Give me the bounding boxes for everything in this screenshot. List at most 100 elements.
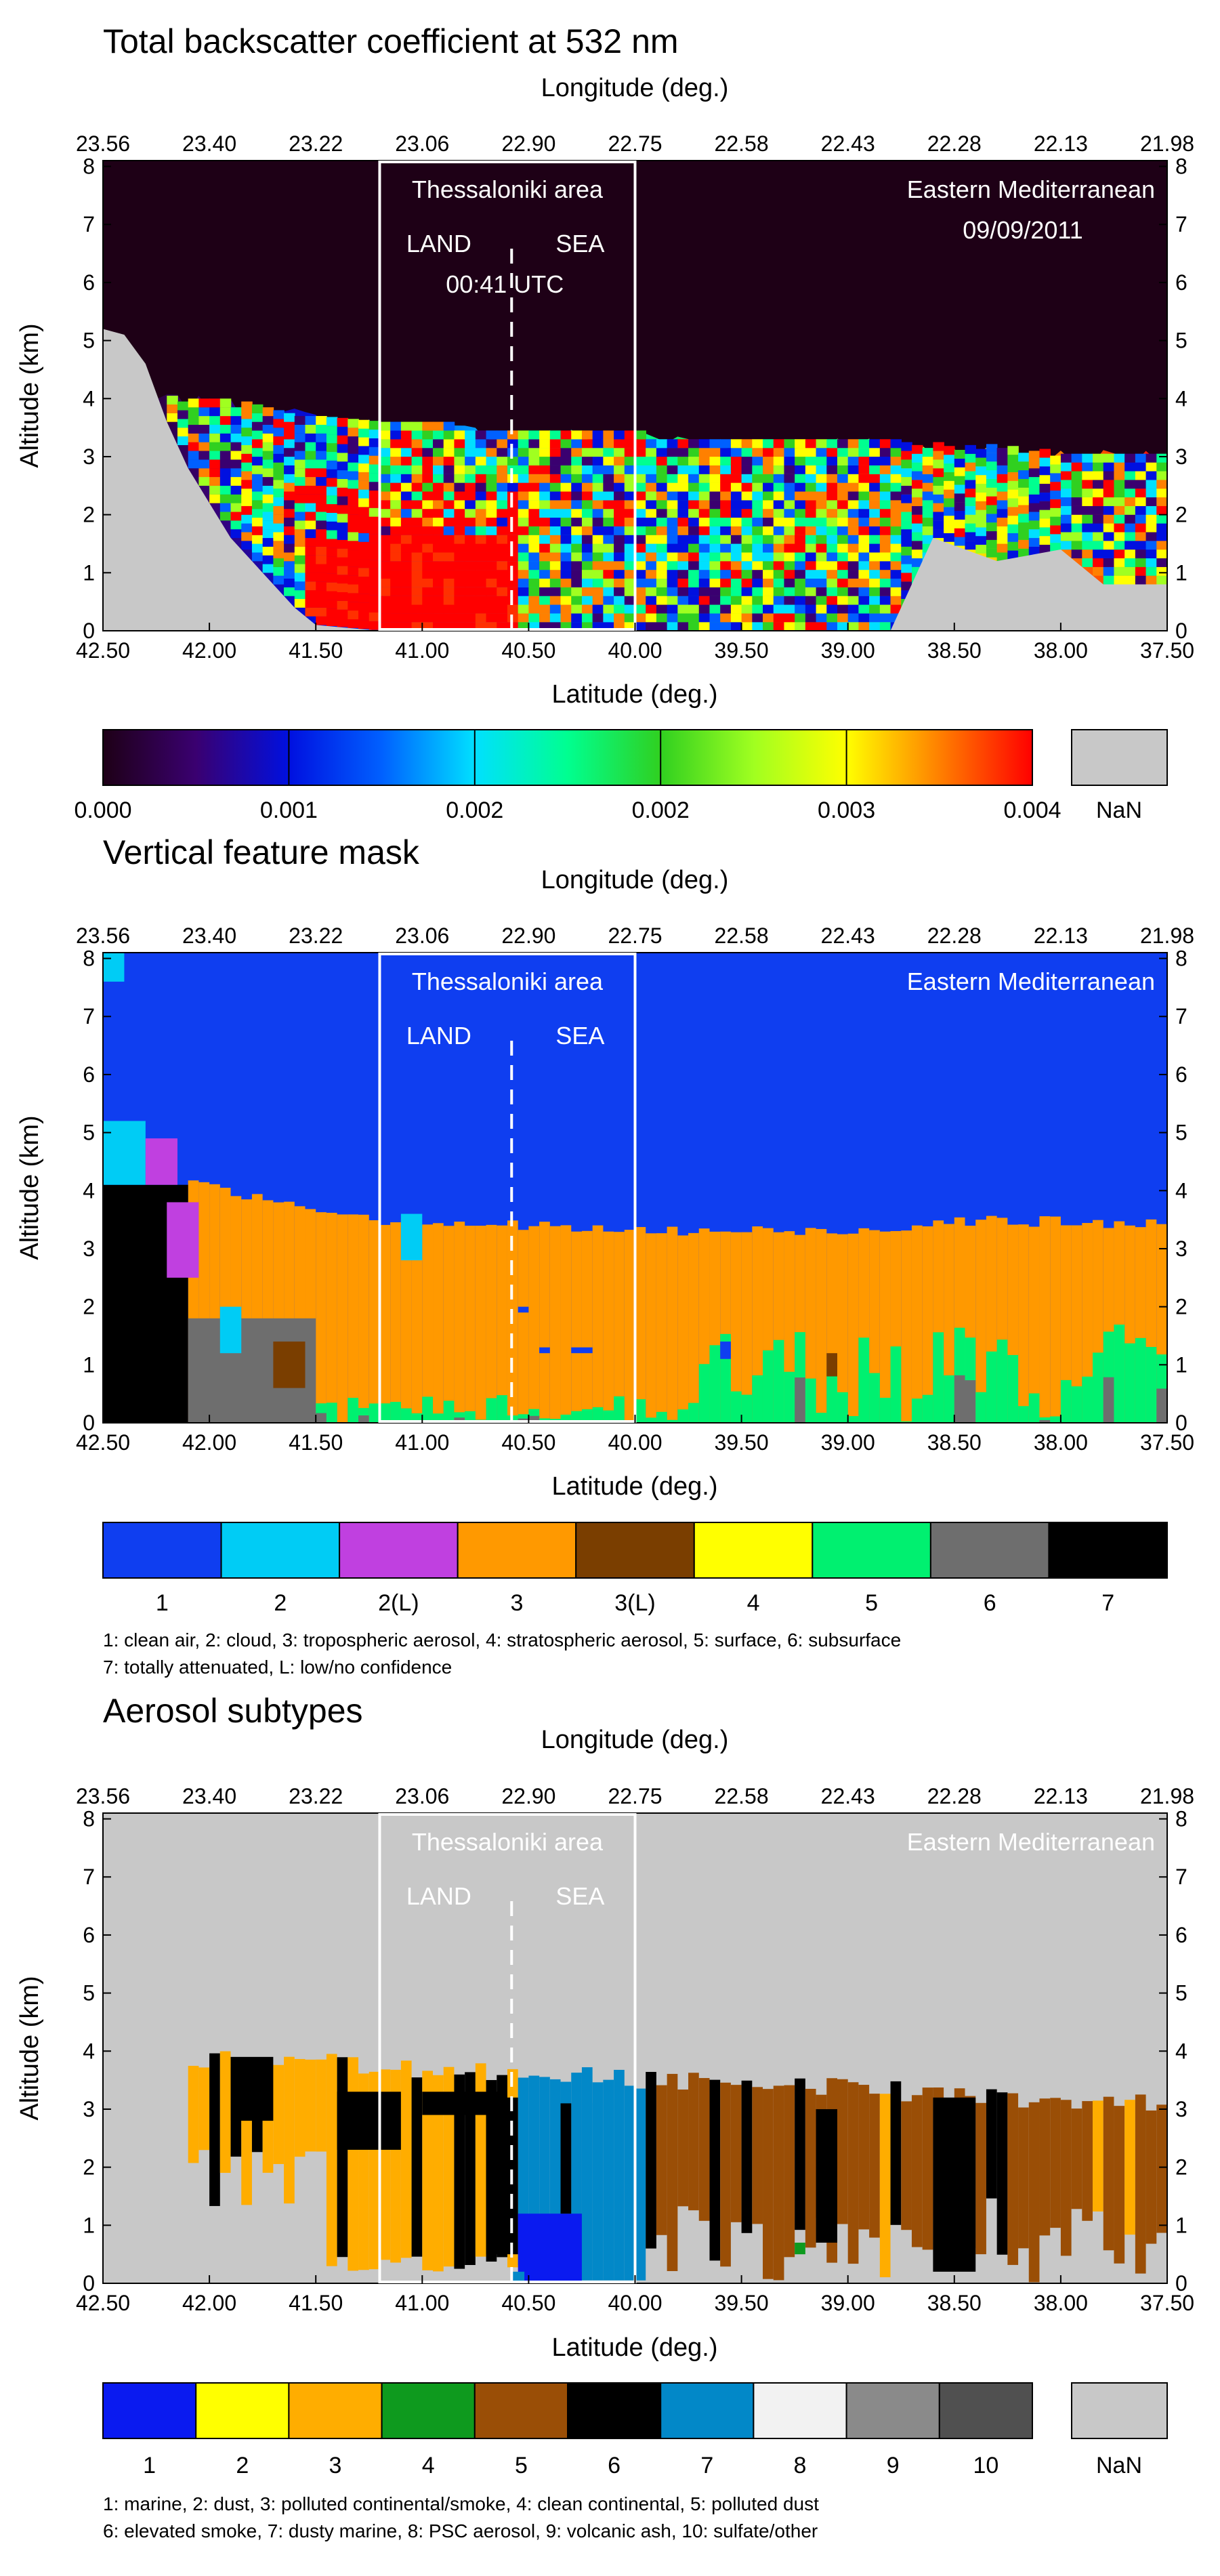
aerosol-subtype-cell (933, 2097, 976, 2272)
backscatter-cell (677, 613, 689, 623)
backscatter-cell (251, 509, 264, 518)
backscatter-cell (986, 478, 998, 488)
backscatter-cell (901, 451, 912, 460)
backscatter-cell (305, 468, 316, 478)
backscatter-cell (805, 587, 817, 596)
backscatter-cell (890, 604, 902, 614)
altitude-tick-label-right: 8 (1175, 947, 1187, 971)
backscatter-cell (549, 517, 562, 526)
backscatter-cell (465, 439, 476, 449)
backscatter-cell (528, 430, 540, 440)
backscatter-cell (592, 561, 604, 570)
backscatter-cell (603, 474, 614, 483)
backscatter-cell (656, 456, 668, 465)
aerosol-subtype-cell (805, 2088, 816, 2248)
backscatter-cell (241, 541, 253, 550)
backscatter-cell (475, 491, 487, 501)
altitude-tick-label-left: 0 (83, 1411, 95, 1435)
backscatter-cell (316, 581, 327, 591)
backscatter-cell (922, 517, 934, 526)
backscatter-cell (720, 596, 732, 605)
backscatter-cell (465, 517, 476, 526)
backscatter-cell (581, 517, 593, 526)
backscatter-cell (305, 433, 316, 442)
backscatter-cell (763, 509, 774, 518)
backscatter-cell (975, 483, 987, 493)
backscatter-cell (400, 552, 413, 562)
backscatter-cell (560, 604, 572, 614)
backscatter-cell (954, 467, 966, 476)
backscatter-cell (465, 509, 476, 518)
backscatter-cell (539, 448, 551, 457)
longitude-tick-label: 23.40 (182, 131, 236, 156)
backscatter-cell (284, 465, 295, 474)
backscatter-cell (230, 407, 243, 417)
backscatter-cell (262, 459, 274, 469)
backscatter-cell (677, 535, 689, 544)
backscatter-cell (922, 456, 934, 465)
backscatter-cell (826, 456, 838, 465)
aerosol-subtype-cell (273, 2064, 285, 2164)
backscatter-cell (411, 439, 423, 449)
backscatter-cell (507, 509, 519, 518)
backscatter-cell (497, 596, 508, 605)
backscatter-cell (773, 482, 785, 492)
altitude-tick-label-left: 5 (83, 1981, 95, 2006)
backscatter-cell (422, 535, 434, 544)
backscatter-cell (497, 500, 508, 510)
plot-area (103, 1813, 1167, 2283)
backscatter-cell (614, 517, 625, 526)
feature-mask-cell (1060, 1379, 1072, 1423)
aerosol-subtype-cell (837, 2079, 848, 2224)
backscatter-cell (709, 439, 721, 449)
legend-label: 8 (794, 2453, 807, 2478)
backscatter-cell (635, 596, 646, 605)
backscatter-cell (1135, 453, 1147, 463)
aerosol-subtype-cell (730, 2085, 742, 2222)
backscatter-cell (411, 517, 423, 526)
backscatter-cell (379, 421, 391, 431)
backscatter-cell (443, 526, 455, 535)
backscatter-cell (465, 570, 476, 579)
backscatter-cell (219, 424, 232, 434)
backscatter-cell (826, 509, 838, 518)
backscatter-cell (571, 561, 583, 570)
backscatter-cell (1039, 475, 1051, 484)
feature-mask-cell (1060, 1225, 1072, 1423)
backscatter-cell (262, 468, 274, 478)
backscatter-cell (528, 491, 540, 501)
backscatter-cell (741, 622, 753, 631)
backscatter-cell (326, 469, 338, 478)
backscatter-cell (1167, 480, 1179, 489)
backscatter-cell (348, 593, 359, 602)
backscatter-cell (581, 439, 593, 449)
aerosol-subtype-cell (454, 2074, 465, 2269)
backscatter-cell (965, 505, 977, 515)
longitude-tick-label: 22.75 (608, 923, 662, 948)
backscatter-cell (847, 561, 860, 570)
feature-mask-cell (805, 1228, 816, 1423)
backscatter-cell (656, 500, 668, 510)
altitude-tick-label-left: 4 (83, 2039, 95, 2063)
backscatter-cell (528, 456, 540, 465)
feature-mask-cell (379, 1224, 391, 1423)
backscatter-cell (1103, 566, 1115, 576)
altitude-tick-label-right: 3 (1175, 1237, 1187, 1261)
altitude-tick-label-left: 1 (83, 1352, 95, 1377)
backscatter-cell (571, 552, 583, 562)
backscatter-cell (1007, 550, 1019, 560)
backscatter-cell (1145, 505, 1158, 515)
aerosol-subtype-cell (1039, 2098, 1051, 2236)
backscatter-cell (581, 535, 593, 544)
feature-mask-cell (847, 1416, 859, 1423)
backscatter-cell (1145, 497, 1158, 506)
backscatter-cell (614, 482, 625, 492)
backscatter-cell (752, 613, 763, 623)
backscatter-cell (400, 561, 413, 570)
backscatter-cell (688, 587, 700, 596)
backscatter-cell (1007, 507, 1019, 516)
backscatter-cell (422, 465, 434, 474)
longitude-tick-label: 22.90 (501, 1784, 555, 1808)
longitude-tick-label: 23.56 (76, 1784, 130, 1808)
backscatter-cell (646, 561, 657, 570)
